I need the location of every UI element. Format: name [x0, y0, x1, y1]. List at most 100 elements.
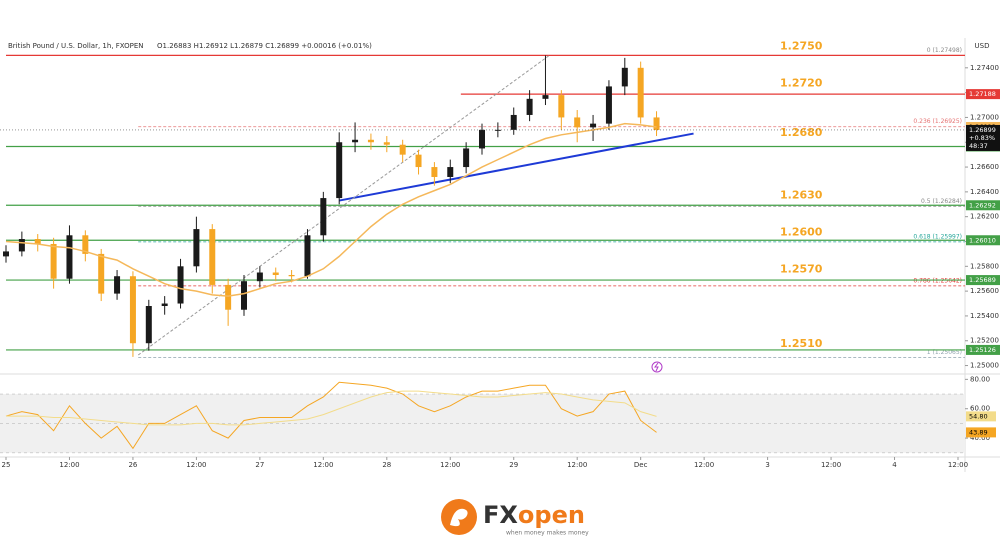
key-level-label: 1.2630 — [780, 188, 823, 201]
logo-brand-b: open — [518, 501, 585, 529]
candle-body — [367, 139, 374, 143]
fib-label: 0.618 (1.25997) — [913, 233, 962, 240]
x-tick-label: 12:00 — [948, 461, 968, 469]
moving-average — [5, 122, 657, 297]
current-price: 1.26899 — [969, 126, 996, 134]
candle-body — [209, 229, 216, 285]
rsi-badge-label: 43.89 — [969, 428, 988, 436]
candle-body — [3, 251, 9, 257]
candle-body — [590, 123, 597, 128]
current-badge — [966, 124, 1000, 151]
candle-body — [447, 167, 454, 177]
y-tick-label: 1.25800 — [970, 262, 999, 270]
logo-dragon — [450, 508, 468, 527]
x-tick-label: 29 — [509, 461, 518, 469]
candle-body — [241, 281, 247, 310]
candle-body — [574, 117, 581, 128]
rsi-tick-label: 40.00 — [970, 434, 990, 442]
candle-body — [320, 198, 327, 236]
rsi-badge — [966, 411, 996, 422]
logo-tagline: when money makes money — [506, 530, 589, 537]
fib-label: 0.5 (1.26284) — [921, 198, 962, 205]
y-tick-label: 1.25400 — [970, 312, 999, 320]
x-tick-label: 27 — [255, 461, 264, 469]
candle-body — [114, 276, 121, 294]
y-tick-label: 1.26400 — [970, 188, 999, 196]
y-tick-label: 1.25200 — [970, 337, 999, 345]
rsi-tick-label: 60.00 — [970, 405, 990, 413]
level-badge-label: 1.25689 — [969, 276, 996, 284]
candle-body — [161, 303, 168, 307]
currency: USD — [975, 42, 990, 50]
level-badge — [966, 200, 1000, 211]
candle-body — [558, 95, 565, 118]
level-badge — [966, 275, 1000, 286]
candle-body — [463, 148, 470, 168]
candle-body — [352, 139, 359, 143]
x-tick-label: 28 — [382, 461, 391, 469]
rsi-line — [5, 381, 657, 450]
candle-body — [129, 276, 136, 344]
y-tick-label: 1.26600 — [970, 163, 999, 171]
x-tick-label: Dec — [634, 461, 648, 469]
level-badge-label: 1.27188 — [969, 90, 996, 98]
rsi-tick-label: 80.00 — [970, 375, 990, 383]
y-tick-label: 1.25000 — [970, 362, 999, 370]
candle-body — [288, 274, 295, 277]
x-tick-label: 12:00 — [694, 461, 714, 469]
level-badge-label: 1.26292 — [969, 201, 996, 209]
rsi-badge — [966, 427, 996, 438]
candle-body — [193, 229, 200, 267]
candle-body — [431, 167, 438, 177]
level-badge — [966, 89, 1000, 100]
x-tick-label: 12:00 — [59, 461, 79, 469]
candle-body — [177, 266, 184, 304]
candle-body — [34, 239, 41, 244]
candle-body — [304, 235, 311, 277]
current-countdown: 48:37 — [969, 142, 988, 150]
key-level-label: 1.2510 — [780, 337, 823, 350]
candle-body — [272, 272, 279, 275]
candle-body — [637, 67, 644, 118]
candle-body — [98, 253, 105, 294]
fib-label: 1 (1.25065) — [927, 349, 962, 356]
candle-body — [526, 98, 533, 115]
candle-body — [256, 272, 263, 282]
fib-label: 0 (1.27498) — [927, 47, 962, 54]
rsi-badge-label: 54.80 — [969, 412, 988, 420]
candle-body — [225, 284, 232, 310]
x-tick-label: 12:00 — [186, 461, 206, 469]
y-tick-label: 1.25600 — [970, 287, 999, 295]
candle-body — [336, 142, 343, 199]
key-level-label: 1.2680 — [780, 126, 823, 139]
candle-body — [383, 142, 390, 145]
level-badge — [966, 235, 1000, 246]
candle-body — [542, 95, 549, 99]
y-tick-label: 1.27000 — [970, 113, 999, 121]
candle-body — [18, 239, 25, 252]
y-tick-label: 1.27400 — [970, 64, 999, 72]
chart-title: British Pound / U.S. Dollar, 1h, FXOPEN — [8, 42, 144, 50]
current-change: +0.83% — [969, 134, 995, 142]
x-tick-label: 26 — [128, 461, 137, 469]
level-badge-label: 1.26010 — [969, 236, 996, 244]
candle-body — [50, 243, 57, 279]
x-tick-label: 25 — [2, 461, 11, 469]
logo-brand: FXopen — [483, 501, 585, 529]
x-tick-label: 12:00 — [567, 461, 587, 469]
candle-body — [415, 154, 422, 168]
candle-body — [82, 235, 89, 254]
x-tick-label: 4 — [892, 461, 897, 469]
fib-label: 0.786 (1.25642) — [913, 277, 962, 284]
rsi-line — [6, 390, 657, 426]
candle-body — [66, 235, 73, 279]
fib-label: 0.236 (1.26925) — [913, 118, 962, 125]
trendline — [339, 132, 694, 202]
key-level-label: 1.2570 — [780, 263, 823, 276]
level-badge-label: 1.25126 — [969, 346, 996, 354]
ohlc-readout: O1.26883 H1.26912 L1.26879 C1.26899 +0.0… — [157, 42, 372, 50]
y-tick-label: 1.26200 — [970, 213, 999, 221]
alert-icon — [651, 361, 663, 373]
